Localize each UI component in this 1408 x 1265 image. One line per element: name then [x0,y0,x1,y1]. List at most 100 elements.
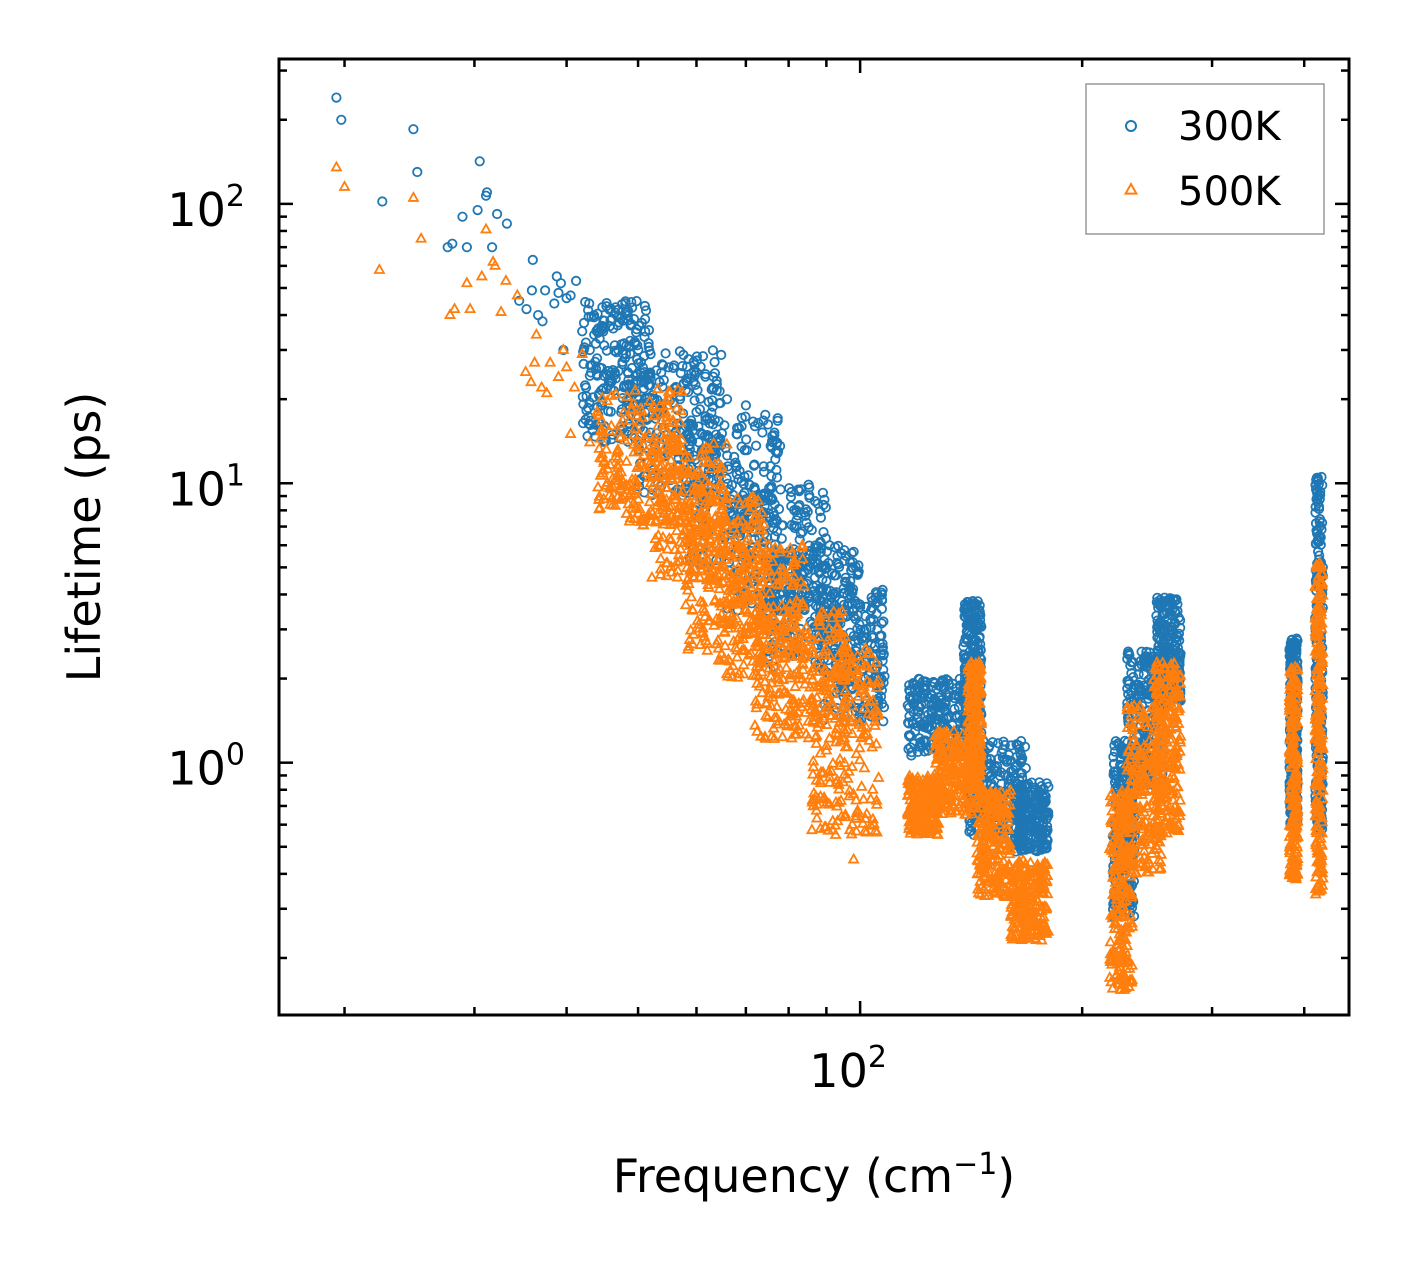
data-point-300k [677,360,688,372]
data-point-300k [777,595,788,606]
data-point-300k [762,419,774,430]
data-point-300k [829,570,840,581]
data-point-300k [967,601,978,612]
data-point-300k [709,356,720,368]
data-point-300k [740,411,751,422]
data-point-300k [632,368,643,379]
data-point-300k [904,685,915,696]
data-point-300k [633,344,644,355]
data-point-300k [592,308,603,319]
data-point-300k [682,373,694,384]
data-point-300k [818,526,829,538]
data-point-300k [821,546,833,557]
data-point-300k [824,585,836,596]
data-point-300k [721,394,733,405]
series-layer [330,92,1329,994]
data-point-300k [940,706,951,717]
data-point-300k [794,485,805,497]
data-point-300k [757,427,768,438]
data-point-300k [772,446,784,457]
data-point-300k [581,405,592,416]
data-point-300k [964,826,975,837]
data-point-300k [619,380,630,391]
data-point-300k [692,385,703,396]
data-point-300k [972,622,984,633]
data-point-300k [603,406,614,417]
data-point-300k [809,495,821,507]
data-point-500k [855,780,868,791]
data-point-300k [585,367,597,378]
data-point-300k [555,278,567,289]
data-point-300k [808,585,820,597]
data-point-300k [815,601,826,613]
data-point-500k [853,741,866,753]
data-point-500k [654,552,667,564]
data-point-300k [824,540,835,551]
data-point-300k [826,568,838,579]
data-point-300k [1036,843,1047,854]
data-point-300k [577,391,588,402]
data-point-300k [622,367,634,378]
data-point-500k [645,570,659,582]
data-point-300k [876,618,887,629]
data-point-300k [999,739,1010,751]
data-point-300k [1014,841,1025,853]
data-point-300k [903,718,915,729]
data-point-300k [812,498,823,509]
data-point-300k [959,653,970,664]
data-point-300k [766,492,777,503]
data-point-300k [584,298,595,309]
data-point-300k [943,687,955,698]
data-point-300k [591,369,603,380]
data-point-300k [472,205,483,216]
data-point-300k [626,296,637,308]
data-point-300k [1128,656,1139,668]
data-point-300k [840,550,852,562]
data-point-300k [637,362,649,373]
data-point-300k [766,470,777,482]
data-point-300k [803,592,814,604]
data-point-300k [684,439,695,450]
data-point-300k [908,738,919,749]
data-point-500k [661,542,674,554]
data-point-300k [831,557,843,569]
data-point-300k [1134,686,1145,697]
data-point-300k [1016,754,1027,765]
data-point-300k [967,632,978,643]
data-point-300k [941,712,952,724]
data-point-500k [872,771,885,782]
data-point-300k [625,335,636,346]
data-point-300k [688,356,699,367]
data-point-300k [693,437,704,448]
data-point-300k [975,644,986,656]
data-point-300k [906,750,917,761]
data-point-300k [758,488,770,499]
data-point-300k [1126,668,1137,679]
data-point-300k [877,644,888,656]
data-point-300k [741,434,752,445]
data-point-300k [521,303,532,315]
data-point-300k [795,484,807,495]
data-point-300k [605,315,616,326]
data-point-300k [775,484,786,495]
data-point-300k [795,528,806,539]
data-point-300k [829,542,841,553]
data-point-300k [949,703,960,715]
data-point-300k [1015,826,1026,837]
data-point-300k [1030,845,1041,856]
data-point-300k [635,357,647,368]
data-point-300k [583,411,594,422]
data-point-300k [1122,675,1133,687]
data-point-300k [598,383,609,394]
data-point-300k [1042,807,1053,819]
data-point-300k [961,651,972,662]
data-point-300k [553,287,564,298]
data-point-300k [336,114,347,125]
data-point-300k [616,407,627,418]
data-point-300k [1020,762,1031,774]
data-point-300k [843,586,855,597]
data-point-500k [864,792,877,804]
data-point-300k [1035,832,1046,843]
data-point-300k [1110,766,1121,777]
data-point-300k [859,625,870,636]
